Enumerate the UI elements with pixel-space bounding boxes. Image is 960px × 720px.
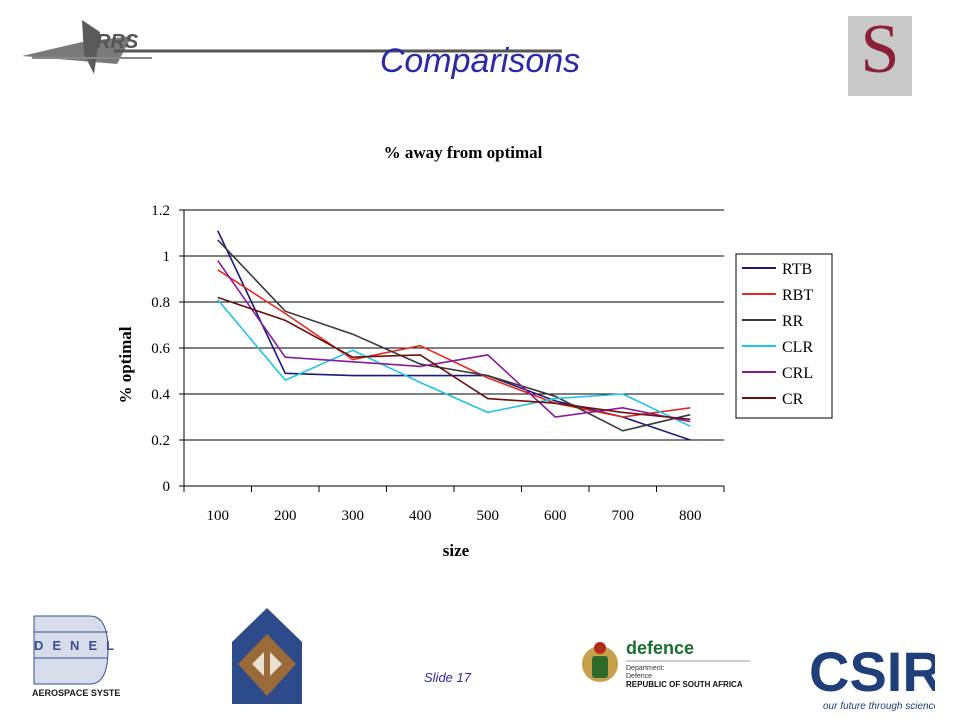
chart-title: % away from optimal — [384, 143, 543, 162]
legend-label: RTB — [782, 261, 812, 278]
series-lines — [217, 230, 691, 441]
x-tick-label: 400 — [409, 508, 432, 524]
legend-box — [735, 253, 833, 419]
y-tick-label: 1.2 — [151, 203, 170, 219]
y-tick-labels: 0 0.2 0.4 0.6 0.8 1 1.2 — [151, 203, 170, 495]
y-axis-label: % optimal — [116, 326, 135, 403]
defence-logo-line1: Department: — [626, 665, 665, 672]
legend-label: CRL — [782, 365, 813, 382]
y-tick-label: 0.8 — [151, 295, 170, 311]
legend-label: CLR — [782, 339, 813, 356]
x-tick-label: 800 — [679, 508, 702, 524]
y-tick-label: 0.4 — [151, 387, 170, 403]
university-logo: S — [848, 11, 912, 96]
denel-logo-subtitle: AEROSPACE SYSTEMS — [32, 688, 120, 698]
diamond-logo — [232, 608, 302, 704]
y-tick-label: 0 — [163, 479, 171, 495]
series-line-clr — [217, 299, 691, 427]
x-tick-label: 200 — [274, 508, 297, 524]
line-chart: % away from optimal 0 0.2 0.4 0.6 0.8 1 1.2 10… — [116, 143, 833, 560]
csir-logo-text: CSIR — [809, 640, 935, 703]
x-tick-label: 300 — [342, 508, 365, 524]
defence-logo-line2: Defence — [626, 673, 652, 680]
x-tick-label: 700 — [612, 508, 635, 524]
rrs-logo-text: RRS — [96, 31, 139, 53]
defence-logo: defence Department: Defence REPUBLIC OF … — [582, 638, 750, 689]
x-tick-label: 100 — [207, 508, 230, 524]
university-logo-letter: S — [860, 11, 900, 88]
x-axis-label: size — [443, 541, 470, 560]
csir-logo: CSIR our future through science — [809, 640, 935, 712]
y-tick-label: 1 — [163, 249, 171, 265]
defence-logo-text: defence — [626, 638, 694, 658]
x-tick-label: 500 — [477, 508, 500, 524]
x-tick-labels: 100 200 300 400 500 600 700 800 — [207, 508, 702, 524]
x-tick-label: 600 — [544, 508, 567, 524]
y-tick-label: 0.2 — [151, 433, 170, 449]
series-line-rbt — [217, 269, 691, 418]
defence-logo-line3: REPUBLIC OF SOUTH AFRICA — [626, 680, 743, 689]
grid-lines — [184, 209, 724, 441]
series-line-cr — [217, 296, 691, 421]
series-line-rr — [217, 239, 691, 432]
rrs-logo: RRS — [22, 20, 562, 74]
legend: RTB RBT RR CLR CRL CR — [735, 253, 833, 419]
legend-label: CR — [782, 391, 804, 408]
axes — [179, 209, 725, 492]
slide-title: Comparisons — [379, 42, 581, 80]
legend-label: RBT — [782, 287, 813, 304]
denel-logo: DENEL AEROSPACE SYSTEMS — [32, 615, 120, 698]
slide-number: Slide 17 — [424, 670, 471, 685]
denel-logo-text: DENEL — [34, 638, 120, 653]
series-line-crl — [217, 260, 691, 423]
legend-label: RR — [782, 313, 804, 330]
y-tick-label: 0.6 — [151, 341, 170, 357]
csir-logo-tagline: our future through science — [823, 701, 935, 712]
